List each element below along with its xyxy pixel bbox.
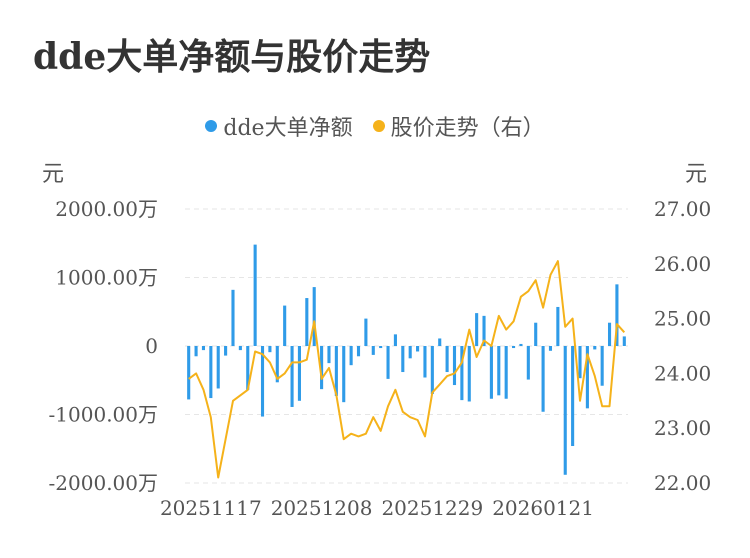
bar [349, 346, 353, 366]
right-tick-label: 23.00 [654, 416, 711, 440]
bar [445, 346, 449, 373]
x-tick-label: 20260121 [492, 496, 594, 520]
bar [615, 284, 619, 346]
bar [238, 346, 242, 351]
bar [534, 322, 538, 346]
bar [556, 306, 560, 346]
bar [275, 346, 279, 383]
bar [305, 298, 309, 346]
bar [452, 346, 457, 386]
bar [209, 346, 213, 399]
bar [430, 346, 434, 394]
bar [253, 244, 257, 346]
bar [297, 346, 301, 401]
bar [504, 346, 508, 399]
bar [334, 346, 338, 397]
bar [386, 346, 390, 379]
bar [622, 336, 626, 346]
right-tick-label: 27.00 [654, 197, 711, 221]
chart-title: dde大单净额与股价走势 [33, 36, 431, 78]
bar [563, 346, 567, 475]
bar [467, 346, 471, 402]
bar [231, 289, 235, 346]
bar [416, 346, 420, 352]
bar [327, 346, 331, 364]
bar [320, 346, 324, 390]
left-axis-unit: 元 [42, 162, 65, 187]
bar [489, 346, 493, 399]
x-tick-label: 20251229 [381, 496, 483, 520]
bar [519, 343, 523, 346]
bar [379, 346, 383, 349]
legend-label-dde: dde大单净额 [223, 116, 353, 141]
bar [216, 346, 220, 389]
bar [526, 346, 530, 380]
legend-dot-dde-icon [205, 120, 218, 132]
bar [548, 346, 553, 351]
right-tick-label: 24.00 [654, 361, 711, 385]
legend-label-price: 股价走势（右） [390, 116, 545, 141]
right-tick-label: 25.00 [654, 307, 711, 331]
bar [283, 305, 287, 346]
left-tick-label: -2000.00万 [49, 471, 158, 495]
left-tick-label: 1000.00万 [55, 266, 158, 290]
bar [187, 346, 191, 400]
bar-series [187, 244, 626, 475]
left-tick-label: -1000.00万 [49, 403, 158, 427]
bar [393, 334, 397, 346]
bar [578, 346, 582, 379]
bar [408, 346, 412, 359]
x-tick-label: 20251117 [160, 496, 262, 520]
right-tick-label: 26.00 [654, 252, 711, 276]
right-tick-label: 22.00 [654, 471, 711, 495]
legend-item-dde[interactable]: dde大单净额 [205, 110, 353, 142]
bar [512, 346, 516, 349]
bar [364, 318, 368, 346]
bar [290, 346, 294, 407]
bar [482, 315, 486, 346]
bar [585, 346, 589, 409]
bar [224, 346, 228, 356]
bar [194, 346, 198, 357]
bar [607, 322, 612, 346]
left-tick-label: 2000.00万 [55, 197, 158, 221]
legend: dde大单净额 股价走势（右） [0, 110, 750, 142]
x-tick-label: 20251208 [271, 496, 373, 520]
bar [260, 346, 265, 417]
bar [460, 346, 464, 401]
axis-layer: 2000.00万 1000.00万 0 -1000.00万 -2000.00万 27.00… [49, 197, 712, 520]
bar [246, 346, 250, 390]
bar [423, 346, 427, 378]
bar [312, 287, 316, 346]
price-line [188, 260, 626, 479]
grid-layer [185, 208, 628, 484]
right-axis-unit: 元 [684, 162, 707, 187]
legend-dot-price-icon [372, 120, 385, 132]
bar [268, 346, 272, 353]
bar [600, 346, 604, 386]
bar [401, 346, 405, 373]
left-tick-label: 0 [145, 334, 158, 358]
bar [356, 346, 361, 357]
bar [201, 346, 206, 351]
bar [475, 313, 479, 346]
bar [593, 346, 597, 350]
bar [342, 346, 346, 403]
line-series [188, 260, 626, 479]
bar [438, 338, 442, 346]
legend-item-price[interactable]: 股价走势（右） [372, 110, 545, 142]
bar [541, 346, 545, 412]
bar [497, 346, 501, 396]
bar [371, 346, 375, 355]
bar [571, 346, 575, 447]
